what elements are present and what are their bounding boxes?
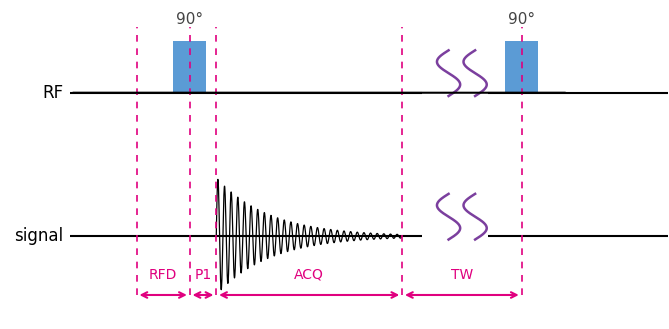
FancyBboxPatch shape	[173, 40, 206, 93]
Text: signal: signal	[15, 227, 64, 245]
Text: 90°: 90°	[176, 13, 203, 28]
Text: RF: RF	[42, 84, 64, 102]
Text: ACQ: ACQ	[294, 268, 324, 282]
Text: 90°: 90°	[508, 13, 535, 28]
Text: P1: P1	[195, 268, 211, 282]
Text: RFD: RFD	[149, 268, 177, 282]
FancyBboxPatch shape	[505, 40, 538, 93]
Text: TW: TW	[451, 268, 473, 282]
